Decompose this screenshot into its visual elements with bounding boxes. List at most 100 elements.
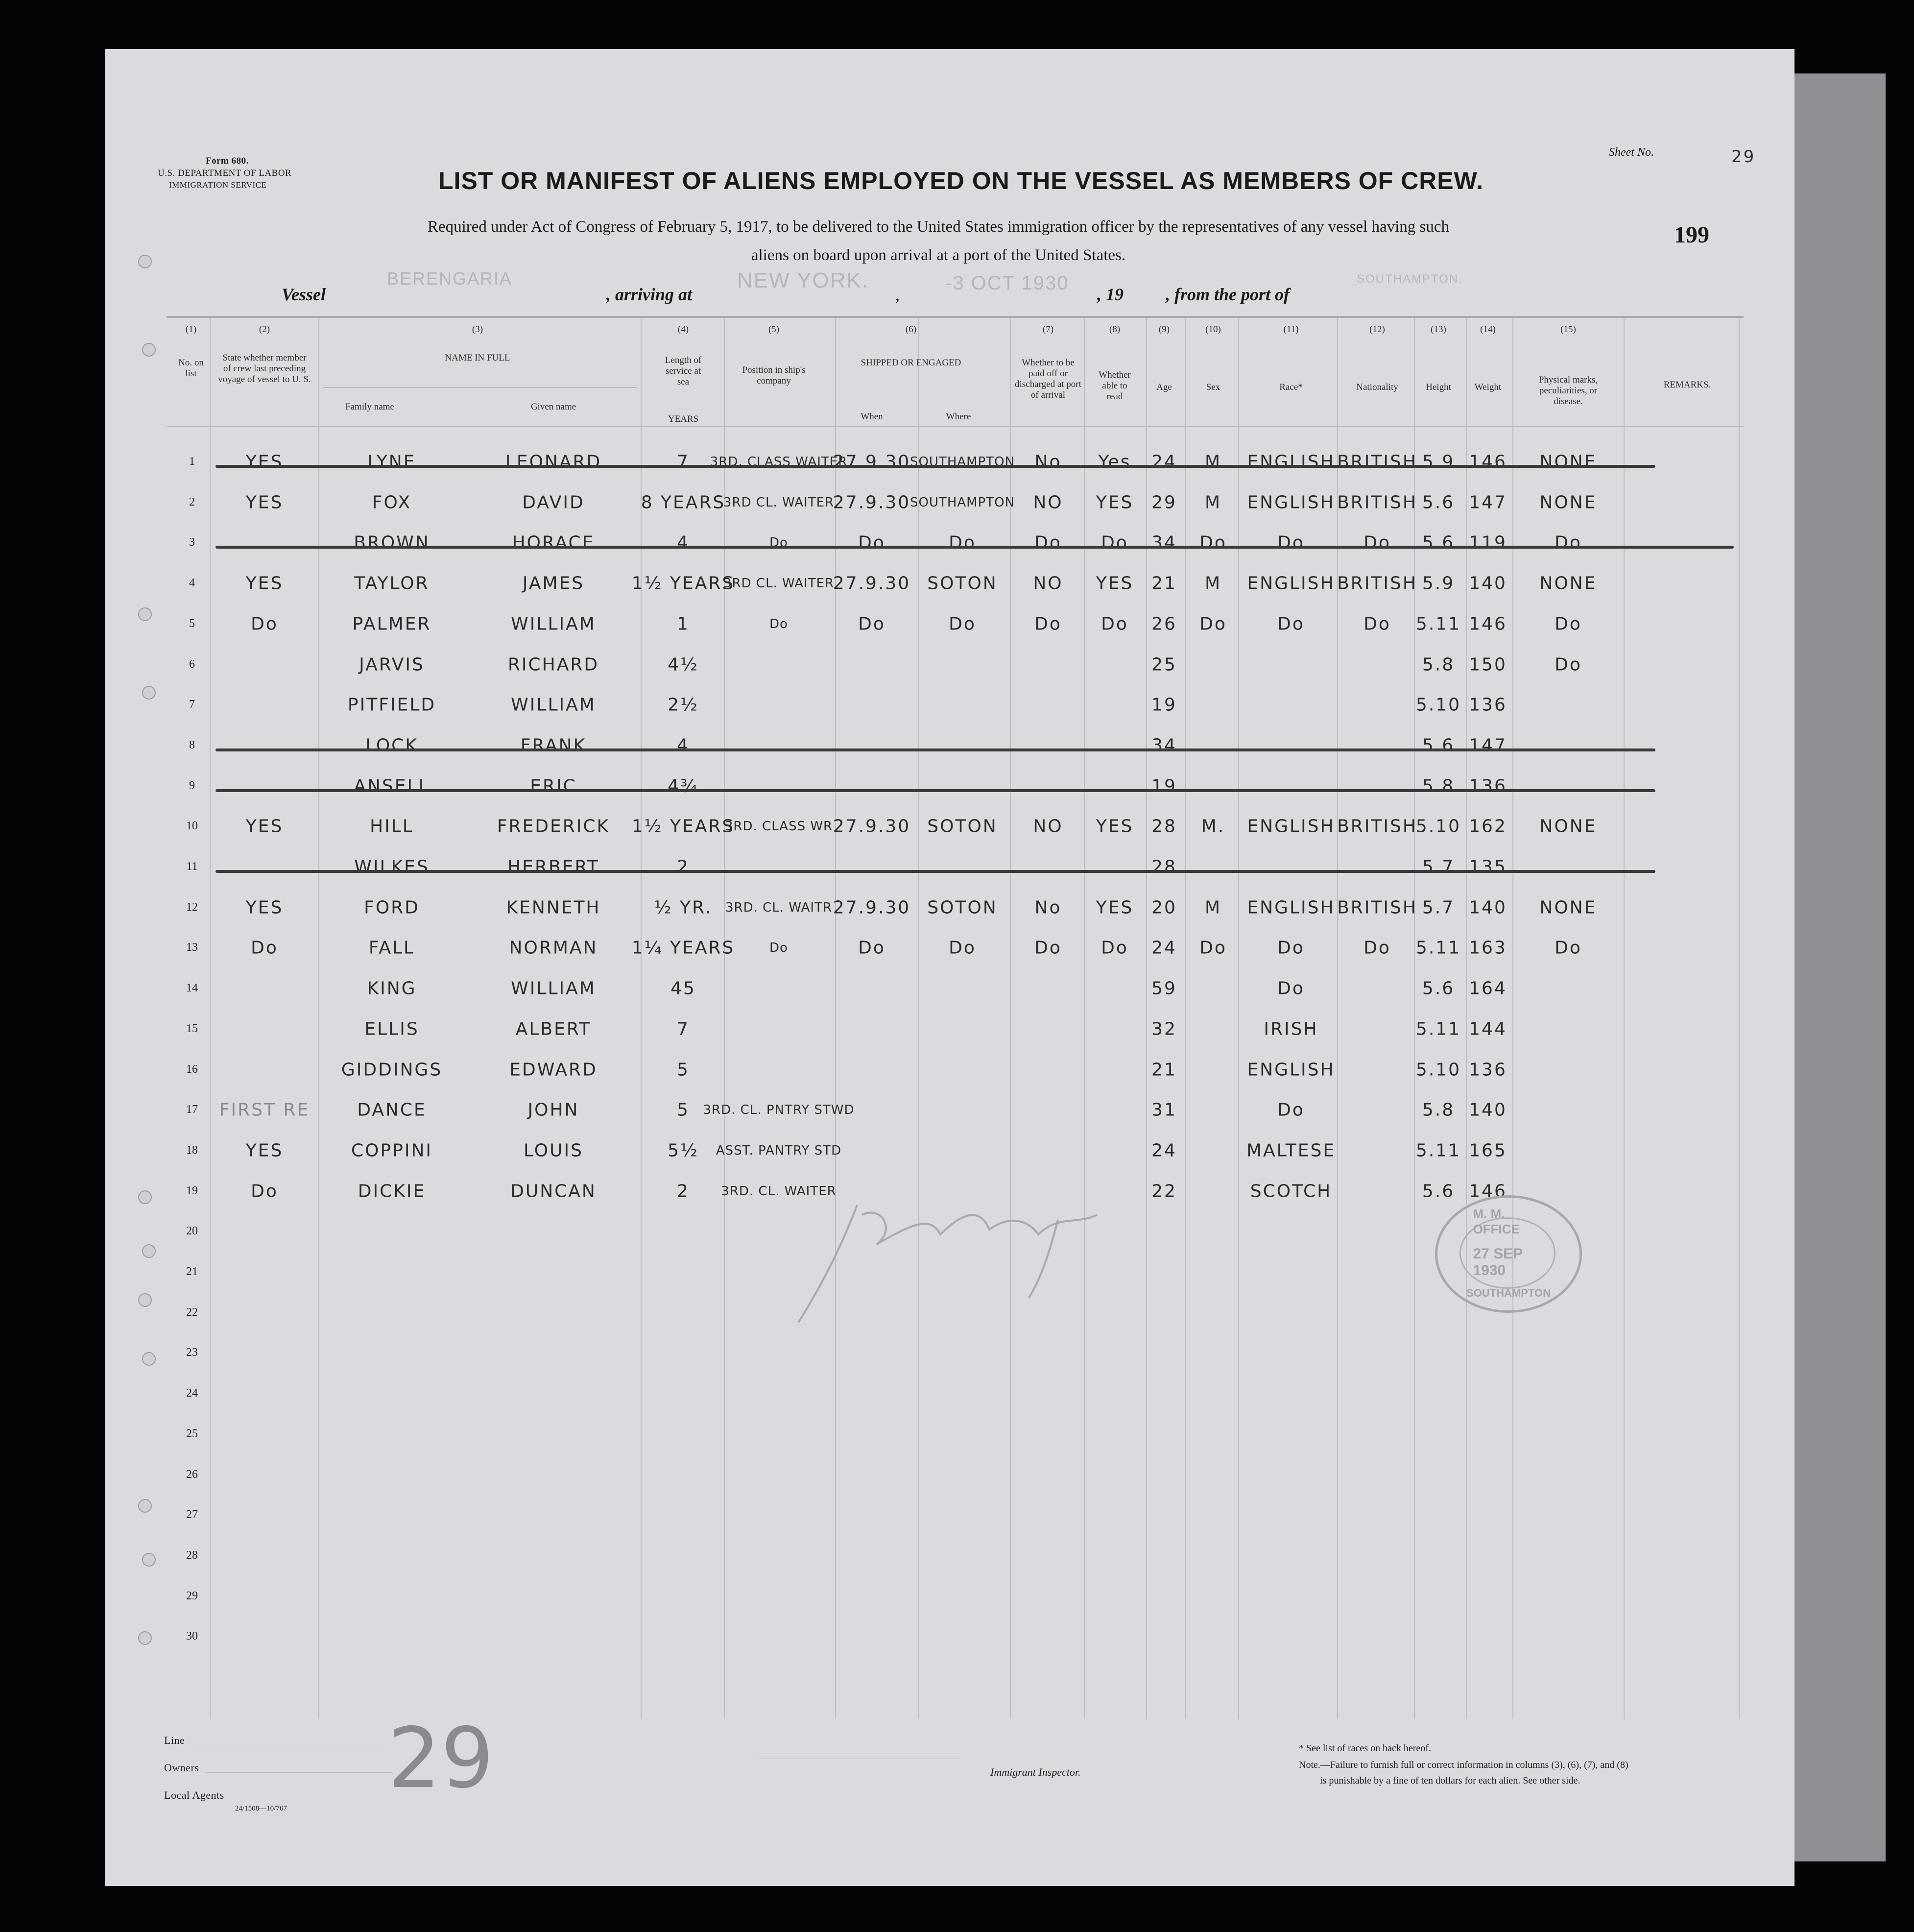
row-4-where: SOTON (927, 573, 998, 594)
binder-hole (138, 1499, 152, 1513)
column-number: (2) (259, 324, 270, 335)
column-rule (1084, 318, 1085, 1719)
arriving-label: , arriving at (606, 285, 693, 304)
handwritten-sheet-mark: 29 (387, 1710, 494, 1807)
line-number: 3 (189, 536, 195, 549)
row-12-nationality: BRITISH (1337, 897, 1417, 918)
row-17-length: 5 (677, 1100, 690, 1120)
line-number: 29 (186, 1589, 198, 1602)
row-17-crew: FIRST RE (219, 1100, 310, 1120)
row-2-paid-off: NO (1033, 492, 1063, 513)
column-number: (6) (905, 324, 917, 335)
row-3-where: Do (949, 532, 976, 553)
row-19-height: 5.6 (1422, 1181, 1455, 1202)
row-12-paid-off: No (1034, 897, 1062, 918)
line-number: 14 (186, 982, 198, 995)
subtitle-line-2: aliens on board upon arrival at a port o… (751, 246, 1126, 264)
row-17-weight: 140 (1469, 1100, 1507, 1120)
column-number: (14) (1480, 324, 1496, 335)
column-header-age: Age (1156, 382, 1172, 392)
row-4-family: TAYLOR (354, 573, 430, 594)
row-5-where: Do (949, 614, 976, 634)
binder-hole (138, 1631, 152, 1645)
comma-separator: , (895, 285, 900, 304)
column-number: (13) (1431, 324, 1446, 335)
departure-port: SOUTHAMPTON. (1357, 272, 1463, 286)
column-number: (7) (1042, 324, 1054, 335)
row-1-paid-off: No (1034, 452, 1062, 472)
column-header-family-name: Family name (345, 402, 394, 412)
line-number: 6 (189, 657, 195, 671)
owners-label: Owners (164, 1762, 199, 1774)
row-8-length: 4 (677, 735, 690, 756)
column-header-length-of-service: Length of service at sea (665, 355, 702, 387)
row-2-when: 27.9.30 (833, 492, 911, 513)
line-number: 7 (189, 698, 195, 711)
sheet-number: 29 (1731, 147, 1756, 167)
row-16-length: 5 (677, 1060, 690, 1080)
row-4-length: 1½ YEARS (631, 573, 735, 594)
column-header-sex: Sex (1206, 382, 1220, 392)
binder-hole (142, 1352, 156, 1366)
row-19-position: 3RD. CL. WAITER (721, 1183, 837, 1199)
row-3-height: 5.6 (1422, 532, 1455, 553)
row-8-age: 34 (1151, 735, 1177, 756)
row-12-sex: M (1204, 897, 1222, 918)
row-1-sex: M (1204, 452, 1222, 472)
row-11-height: 5.7 (1422, 857, 1455, 877)
binder-hole (138, 255, 152, 268)
row-12-position: 3RD. CL. WAITR (725, 900, 833, 915)
column-rule (1624, 318, 1625, 1719)
binder-hole (142, 1553, 156, 1567)
row-16-given: EDWARD (509, 1060, 598, 1080)
row-10-crew: YES (245, 816, 284, 837)
row-12-family: FORD (364, 897, 420, 918)
row-3-length: 4 (677, 532, 690, 553)
penalty-note-2: is punishable by a fine of ten dollars f… (1320, 1775, 1580, 1786)
row-2-weight: 147 (1469, 492, 1507, 513)
line-number: 17 (186, 1103, 198, 1116)
row-5-paid-off: Do (1034, 614, 1062, 634)
header-bottom-rule (167, 426, 1744, 427)
row-15-age: 32 (1151, 1019, 1177, 1039)
row-10-when: 27.9.30 (833, 816, 911, 837)
column-rule (1238, 318, 1239, 1719)
column-rule (1185, 318, 1186, 1719)
row-13-given: NORMAN (509, 938, 598, 958)
row-10-read: YES (1096, 816, 1134, 837)
column-number: (11) (1283, 324, 1299, 335)
row-12-where: SOTON (927, 897, 998, 918)
row-3-nationality: Do (1364, 532, 1391, 553)
row-19-given: DUNCAN (510, 1181, 597, 1202)
row-7-family: PITFIELD (347, 695, 436, 715)
row-8-height: 5.6 (1422, 735, 1455, 756)
column-header-name-in-full: NAME IN FULL (445, 353, 510, 363)
row-14-weight: 164 (1469, 978, 1507, 999)
service-name: IMMIGRATION SERVICE (169, 180, 267, 190)
row-12-marks: NONE (1539, 897, 1597, 918)
row-3-when: Do (858, 532, 885, 553)
row-15-height: 5.11 (1415, 1019, 1461, 1039)
row-16-age: 21 (1151, 1060, 1177, 1080)
row-10-nationality: BRITISH (1337, 816, 1417, 837)
line-number: 23 (186, 1346, 198, 1359)
row-2-marks: NONE (1539, 492, 1597, 513)
print-code: 24/1508—10/767 (235, 1805, 287, 1812)
row-13-read: Do (1101, 938, 1128, 958)
row-5-age: 26 (1151, 614, 1177, 634)
column-header-physical-marks: Physical marks, peculiarities, or diseas… (1538, 375, 1598, 407)
row-1-given: LEONARD (505, 452, 602, 472)
line-number: 21 (186, 1265, 198, 1278)
strike-through-line (215, 465, 1655, 468)
column-number: (9) (1158, 324, 1170, 335)
column-header-length-unit: YEARS (668, 414, 699, 424)
port-label: , from the port of (1166, 285, 1290, 304)
subtitle-line-1: Required under Act of Congress of Februa… (427, 218, 1450, 236)
row-6-age: 25 (1151, 654, 1177, 675)
row-15-length: 7 (677, 1019, 690, 1039)
line-number: 13 (186, 941, 198, 954)
row-1-read: Yes (1098, 452, 1131, 472)
row-6-marks: Do (1555, 654, 1582, 675)
line-label: Line (164, 1734, 185, 1746)
row-12-race: ENGLISH (1247, 897, 1335, 918)
